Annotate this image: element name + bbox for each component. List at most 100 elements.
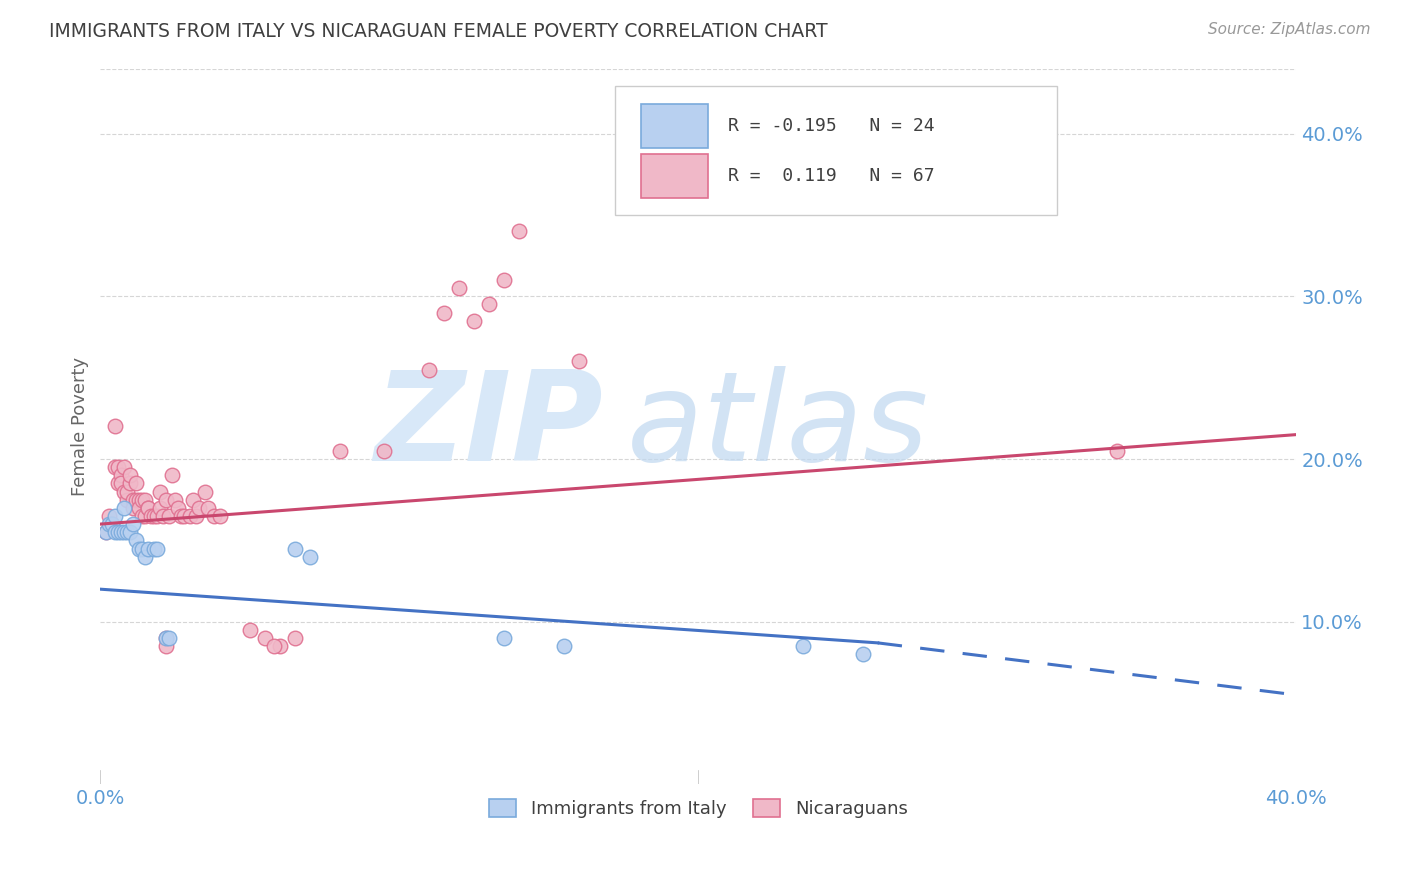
Point [128,492,150,507]
Point [110,476,132,491]
Point [508,224,530,238]
Point [136,500,159,515]
Point [128,541,150,556]
Point [110,468,132,483]
Y-axis label: Female Poverty: Female Poverty [72,357,89,496]
Point [613,159,636,173]
Point [181,492,204,507]
Point [188,500,211,515]
Point [101,517,124,532]
Point [141,508,163,523]
Point [492,631,515,645]
Point [269,639,291,653]
Point [433,305,456,319]
Point [167,500,190,515]
Point [96,525,118,540]
Point [478,297,501,311]
Point [110,525,132,540]
Point [101,517,124,532]
Point [112,500,135,515]
Point [792,639,814,653]
Point [155,631,177,645]
Point [155,631,177,645]
Point [98,508,121,523]
Point [134,492,156,507]
Point [852,647,875,661]
FancyBboxPatch shape [641,104,707,148]
Point [165,492,187,507]
Point [125,492,148,507]
Point [143,541,166,556]
Point [131,492,153,507]
Point [184,508,207,523]
Point [122,517,145,532]
Point [170,508,193,523]
Point [194,484,217,499]
Point [328,443,350,458]
Point [136,541,159,556]
Point [160,468,183,483]
Point [120,468,142,483]
FancyBboxPatch shape [641,154,707,198]
Point [104,508,127,523]
Point [96,525,118,540]
Point [134,508,156,523]
Point [104,419,127,434]
Point [568,354,591,368]
Text: R = -0.195   N = 24: R = -0.195 N = 24 [728,117,935,135]
Point [131,508,153,523]
Point [202,508,225,523]
Point [120,525,142,540]
Point [149,484,172,499]
Point [149,500,172,515]
FancyBboxPatch shape [614,87,1057,215]
Point [122,492,145,507]
Point [146,508,169,523]
Point [117,525,139,540]
Point [284,541,307,556]
Point [143,508,166,523]
Point [120,476,142,491]
Point [1105,443,1128,458]
Point [146,541,169,556]
Point [107,460,129,475]
Point [263,639,285,653]
Point [197,500,219,515]
Point [104,460,127,475]
Point [553,639,575,653]
Point [157,631,180,645]
Point [107,525,129,540]
Point [155,639,177,653]
Point [179,508,201,523]
Point [253,631,276,645]
Point [239,623,262,637]
Point [298,549,321,564]
Point [173,508,195,523]
Point [98,517,121,532]
Point [463,314,485,328]
Text: R =  0.119   N = 67: R = 0.119 N = 67 [728,167,935,185]
Point [125,533,148,548]
Point [104,525,127,540]
Point [418,362,440,376]
Point [284,631,307,645]
Text: IMMIGRANTS FROM ITALY VS NICARAGUAN FEMALE POVERTY CORRELATION CHART: IMMIGRANTS FROM ITALY VS NICARAGUAN FEMA… [49,22,828,41]
Point [131,541,153,556]
Point [155,492,177,507]
Point [128,500,150,515]
Point [117,492,139,507]
Point [449,281,471,295]
Point [117,484,139,499]
Point [112,460,135,475]
Point [136,500,159,515]
Point [112,484,135,499]
Point [208,508,231,523]
Text: atlas: atlas [627,366,929,487]
Text: Source: ZipAtlas.com: Source: ZipAtlas.com [1208,22,1371,37]
Point [125,476,148,491]
Text: ZIP: ZIP [374,366,603,487]
Point [112,525,135,540]
Point [492,273,515,287]
Point [122,500,145,515]
Point [134,549,156,564]
